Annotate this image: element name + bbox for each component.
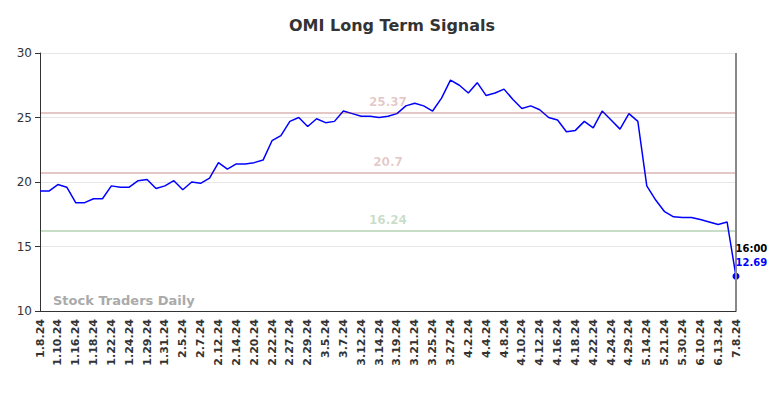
svg-text:4.2.24: 4.2.24 (462, 319, 475, 358)
svg-text:3.27.24: 3.27.24 (444, 319, 457, 366)
svg-text:3.25.24: 3.25.24 (426, 319, 439, 366)
svg-text:4.22.24: 4.22.24 (587, 319, 600, 366)
svg-text:1.22.24: 1.22.24 (105, 319, 118, 366)
svg-text:12.69: 12.69 (736, 257, 768, 268)
svg-text:30: 30 (17, 46, 32, 60)
svg-text:20.7: 20.7 (373, 155, 403, 169)
svg-text:15: 15 (17, 240, 32, 254)
svg-text:1.24.24: 1.24.24 (123, 319, 136, 366)
svg-text:2.29.24: 2.29.24 (301, 319, 314, 366)
svg-text:1.29.24: 1.29.24 (141, 319, 154, 366)
svg-text:4.24.24: 4.24.24 (605, 319, 618, 366)
svg-text:2.14.24: 2.14.24 (230, 319, 243, 366)
svg-text:5.30.24: 5.30.24 (676, 319, 689, 366)
svg-text:10: 10 (17, 304, 32, 318)
svg-text:4.16.24: 4.16.24 (551, 319, 564, 366)
svg-text:4.12.24: 4.12.24 (533, 319, 546, 366)
svg-text:16.24: 16.24 (369, 213, 407, 227)
svg-text:1.10.24: 1.10.24 (51, 319, 64, 366)
svg-text:Stock Traders Daily: Stock Traders Daily (53, 293, 195, 308)
svg-text:3.19.24: 3.19.24 (390, 319, 403, 366)
svg-text:5.21.24: 5.21.24 (658, 319, 671, 366)
svg-text:3.21.24: 3.21.24 (408, 319, 421, 366)
svg-text:1.8.24: 1.8.24 (34, 319, 47, 358)
svg-text:2.22.24: 2.22.24 (266, 319, 279, 366)
svg-text:2.20.24: 2.20.24 (248, 319, 261, 366)
svg-text:4.4.24: 4.4.24 (480, 319, 493, 358)
svg-text:25: 25 (17, 111, 32, 125)
svg-text:2.27.24: 2.27.24 (283, 319, 296, 366)
svg-text:2.12.24: 2.12.24 (212, 319, 225, 366)
svg-text:1.18.24: 1.18.24 (87, 319, 100, 366)
svg-text:1.31.24: 1.31.24 (158, 319, 171, 366)
svg-text:20: 20 (17, 175, 32, 189)
svg-text:25.37: 25.37 (369, 95, 407, 109)
svg-text:4.8.24: 4.8.24 (498, 319, 511, 358)
svg-text:3.12.24: 3.12.24 (355, 319, 368, 366)
svg-text:6.10.24: 6.10.24 (694, 319, 707, 366)
svg-text:OMI Long Term Signals: OMI Long Term Signals (289, 16, 495, 35)
svg-text:3.7.24: 3.7.24 (337, 319, 350, 358)
svg-text:4.18.24: 4.18.24 (569, 319, 582, 366)
svg-text:6.13.24: 6.13.24 (712, 319, 725, 366)
svg-text:7.8.24: 7.8.24 (730, 319, 743, 358)
svg-text:1.16.24: 1.16.24 (69, 319, 82, 366)
svg-text:2.5.24: 2.5.24 (176, 319, 189, 358)
svg-text:5.14.24: 5.14.24 (640, 319, 653, 366)
svg-text:4.29.24: 4.29.24 (622, 319, 635, 366)
svg-text:2.7.24: 2.7.24 (194, 319, 207, 358)
svg-text:16:00: 16:00 (736, 243, 768, 254)
svg-text:3.14.24: 3.14.24 (373, 319, 386, 366)
svg-text:3.5.24: 3.5.24 (319, 319, 332, 358)
svg-text:4.10.24: 4.10.24 (515, 319, 528, 366)
